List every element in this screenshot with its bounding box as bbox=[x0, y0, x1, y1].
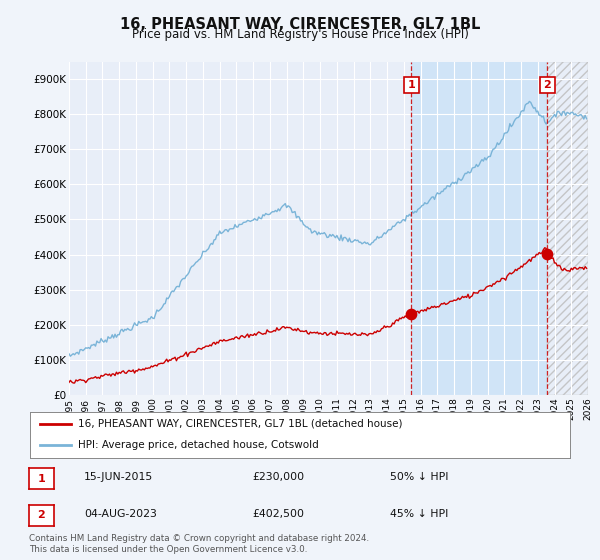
Text: 1: 1 bbox=[407, 80, 415, 90]
Bar bbox=[547, 62, 588, 395]
Text: 50% ↓ HPI: 50% ↓ HPI bbox=[390, 472, 449, 482]
Point bbox=[542, 249, 552, 258]
Text: 2: 2 bbox=[38, 510, 45, 520]
Point bbox=[407, 310, 416, 319]
Text: HPI: Average price, detached house, Cotswold: HPI: Average price, detached house, Cots… bbox=[77, 440, 318, 450]
Text: 15-JUN-2015: 15-JUN-2015 bbox=[84, 472, 153, 482]
Text: 2: 2 bbox=[544, 80, 551, 90]
Text: 04-AUG-2023: 04-AUG-2023 bbox=[84, 508, 157, 519]
Text: 16, PHEASANT WAY, CIRENCESTER, GL7 1BL: 16, PHEASANT WAY, CIRENCESTER, GL7 1BL bbox=[120, 17, 480, 32]
Text: 45% ↓ HPI: 45% ↓ HPI bbox=[390, 508, 448, 519]
Text: 16, PHEASANT WAY, CIRENCESTER, GL7 1BL (detached house): 16, PHEASANT WAY, CIRENCESTER, GL7 1BL (… bbox=[77, 419, 402, 429]
Text: £230,000: £230,000 bbox=[252, 472, 304, 482]
Text: Contains HM Land Registry data © Crown copyright and database right 2024.
This d: Contains HM Land Registry data © Crown c… bbox=[29, 534, 369, 554]
Text: Price paid vs. HM Land Registry's House Price Index (HPI): Price paid vs. HM Land Registry's House … bbox=[131, 28, 469, 41]
Text: £402,500: £402,500 bbox=[252, 508, 304, 519]
Bar bbox=[412, 62, 547, 395]
Text: 1: 1 bbox=[38, 474, 45, 484]
